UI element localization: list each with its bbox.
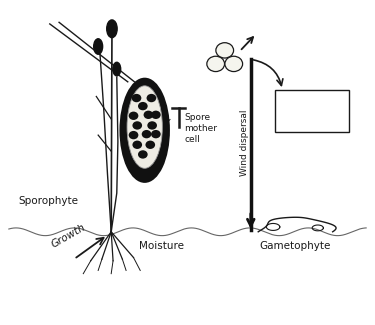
Circle shape: [146, 141, 155, 149]
Text: To fossil
record: To fossil record: [293, 99, 332, 123]
Ellipse shape: [113, 62, 121, 76]
Ellipse shape: [94, 39, 103, 54]
Circle shape: [144, 111, 153, 119]
Circle shape: [142, 130, 152, 138]
Circle shape: [129, 111, 138, 120]
Ellipse shape: [127, 86, 162, 168]
Circle shape: [132, 121, 142, 130]
Text: Spore
mother
cell: Spore mother cell: [184, 112, 218, 144]
FancyBboxPatch shape: [275, 90, 350, 132]
Circle shape: [151, 130, 161, 138]
Circle shape: [147, 121, 157, 130]
Circle shape: [138, 150, 148, 159]
Text: Growth: Growth: [50, 222, 87, 250]
Circle shape: [216, 43, 234, 58]
Text: Sporophyte: Sporophyte: [18, 196, 78, 206]
Circle shape: [225, 56, 243, 72]
Circle shape: [207, 56, 225, 72]
Text: Wind dispersal: Wind dispersal: [240, 110, 249, 176]
Text: Gametophyte: Gametophyte: [260, 241, 331, 252]
Circle shape: [129, 131, 138, 139]
Circle shape: [147, 94, 156, 102]
Text: Moisture: Moisture: [139, 241, 184, 252]
Circle shape: [151, 111, 161, 119]
Circle shape: [132, 141, 142, 149]
Circle shape: [132, 94, 141, 102]
Ellipse shape: [120, 79, 169, 182]
Circle shape: [138, 102, 148, 110]
Ellipse shape: [107, 20, 117, 38]
